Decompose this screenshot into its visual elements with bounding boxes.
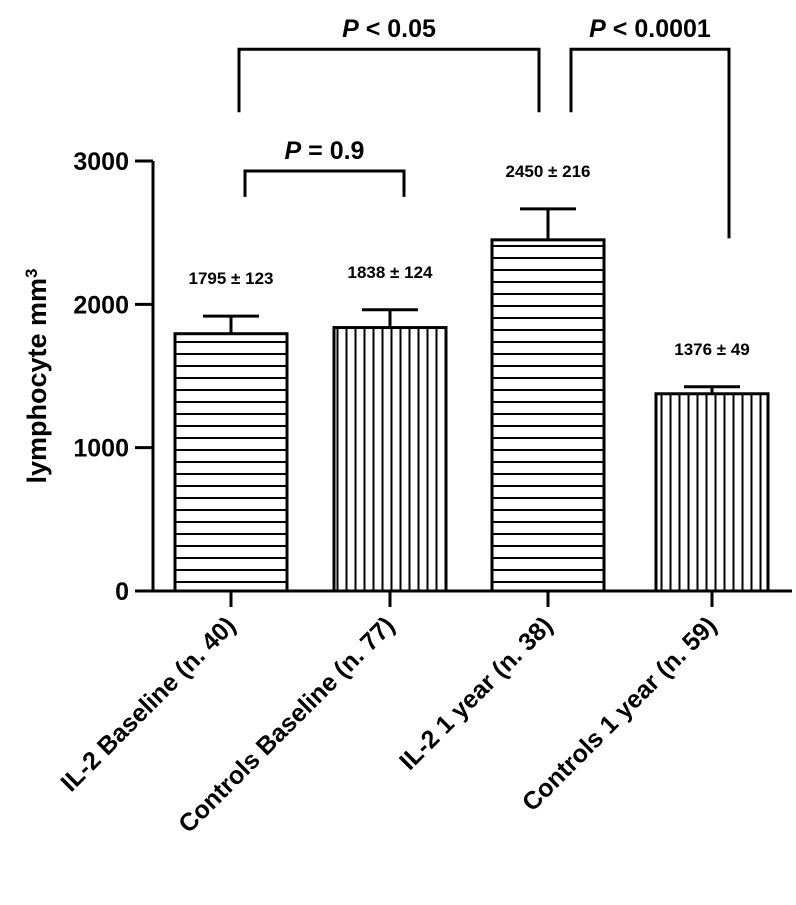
significance-label-2: P < 0.05 [342,15,436,43]
bar-4 [654,392,770,593]
y-tick-label-3000: 3000 [73,148,129,176]
x-category-label-4: Controls 1 year (n. 59) [517,611,722,816]
y-tick-label-1000: 1000 [73,435,129,463]
bar-3 [490,238,606,593]
significance-label-1: P = 0.9 [285,137,365,165]
y-axis-label-superscript: 3 [22,268,41,277]
x-category-label-1: IL-2 Baseline (n. 40) [55,611,241,797]
y-tick-label-0: 0 [115,578,129,606]
data-label-1: 1795 ± 123 [189,269,274,288]
significance-bracket-3 [569,47,731,239]
significance-label-3: P < 0.0001 [589,15,711,43]
data-label-4: 1376 ± 49 [674,340,750,359]
significance-bracket-1 [243,169,406,197]
significance-bracket-2 [237,47,541,113]
y-tick-label-2000: 2000 [73,291,129,319]
data-label-3: 2450 ± 216 [506,162,591,181]
x-category-label-3: IL-2 1 year (n. 38) [394,611,558,775]
bar-2 [332,326,448,593]
y-axis-label: lymphocyte mm3 [22,268,53,483]
data-label-2: 1838 ± 124 [348,263,434,282]
bar-1 [173,332,289,593]
